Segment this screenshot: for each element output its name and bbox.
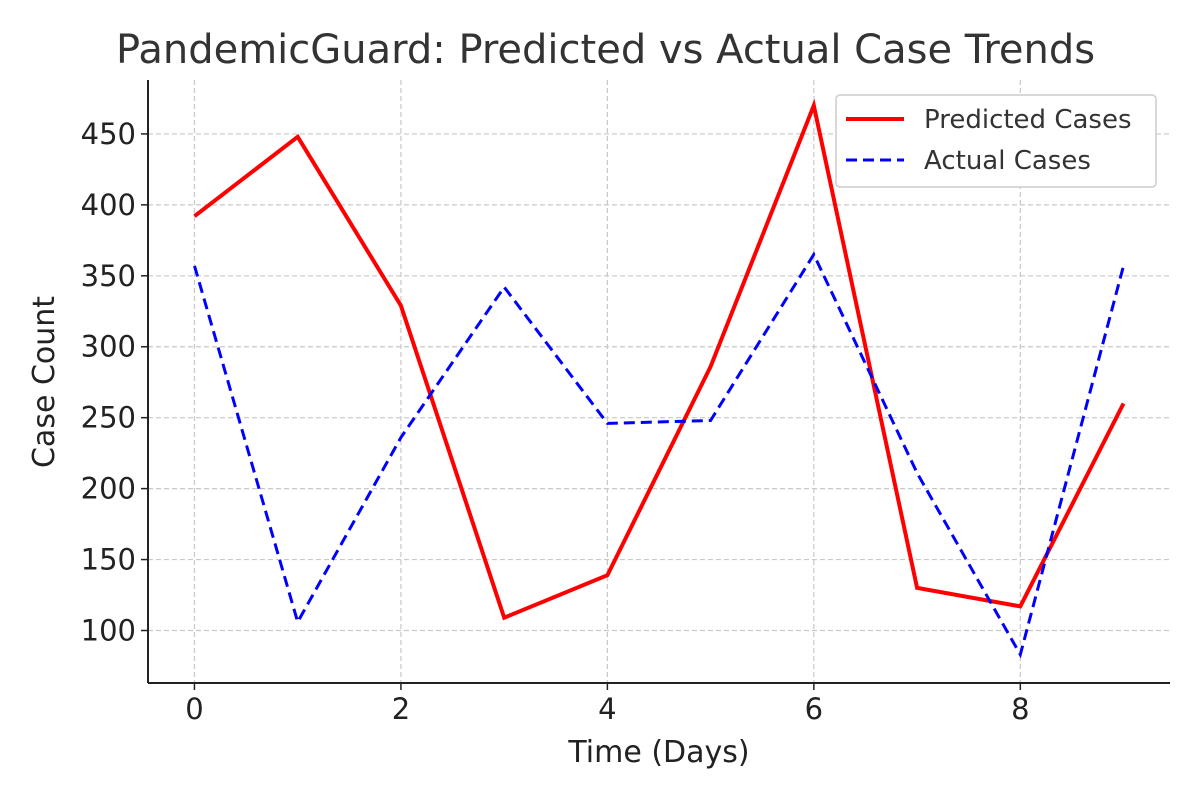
y-axis-label: Case Count — [27, 296, 62, 468]
legend-label-actual: Actual Cases — [924, 146, 1091, 176]
axes — [141, 80, 1170, 690]
series-lines — [193, 98, 1126, 659]
y-tick-label: 450 — [81, 117, 136, 151]
y-tick-label: 400 — [81, 188, 136, 222]
x-tick-label: 2 — [392, 692, 410, 726]
tick-labels: 0 2 4 6 8 100 150 200 250 300 350 400 450 — [81, 117, 1030, 726]
actual-cases-line — [193, 251, 1125, 659]
predicted-cases-line — [193, 98, 1126, 621]
y-tick-label: 100 — [81, 614, 136, 648]
y-tick-label: 350 — [81, 259, 136, 293]
y-tick-label: 250 — [81, 401, 136, 435]
y-tick-label: 150 — [81, 543, 136, 577]
x-tick-label: 6 — [805, 692, 823, 726]
chart-title: PandemicGuard: Predicted vs Actual Case … — [116, 27, 1095, 73]
x-tick-label: 0 — [185, 692, 203, 726]
x-tick-label: 8 — [1011, 692, 1029, 726]
y-tick-label: 200 — [81, 472, 136, 506]
legend-label-predicted: Predicted Cases — [924, 105, 1132, 135]
legend: Predicted Cases Actual Cases — [835, 94, 1157, 188]
y-tick-label: 300 — [81, 330, 136, 364]
legend-box — [835, 94, 1157, 188]
grid — [148, 80, 1170, 683]
x-axis-label: Time (Days) — [567, 735, 749, 770]
x-tick-label: 4 — [598, 692, 616, 726]
